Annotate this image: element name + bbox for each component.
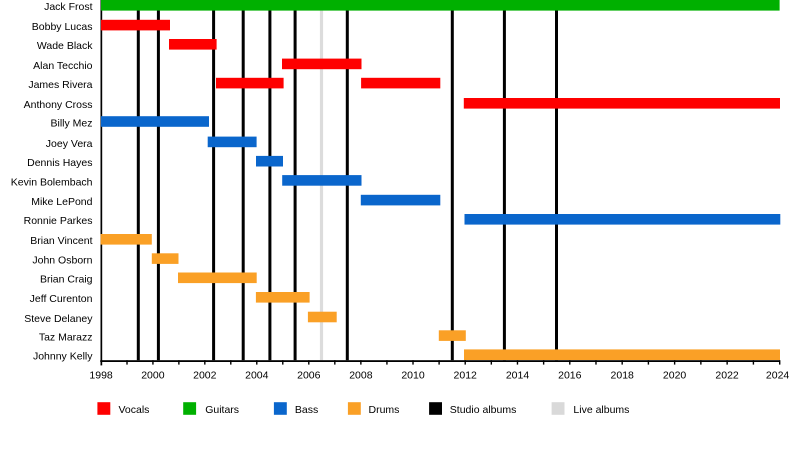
- svg-text:James Rivera: James Rivera: [28, 79, 92, 91]
- svg-text:Bobby Lucas: Bobby Lucas: [32, 21, 93, 33]
- svg-text:Taz Marazz: Taz Marazz: [39, 332, 93, 344]
- svg-text:Brian Vincent: Brian Vincent: [30, 235, 92, 247]
- svg-text:2014: 2014: [506, 370, 530, 382]
- svg-text:Wade Black: Wade Black: [37, 40, 93, 52]
- svg-text:Dennis Hayes: Dennis Hayes: [27, 157, 92, 169]
- svg-text:2024: 2024: [766, 370, 790, 382]
- svg-text:Kevin Bolembach: Kevin Bolembach: [11, 176, 93, 188]
- svg-text:Vocals: Vocals: [119, 404, 150, 416]
- svg-text:2006: 2006: [297, 370, 321, 382]
- svg-text:2022: 2022: [715, 370, 739, 382]
- svg-text:Mike LePond: Mike LePond: [31, 196, 92, 208]
- svg-text:Anthony Cross: Anthony Cross: [24, 99, 93, 111]
- svg-text:Guitars: Guitars: [205, 404, 239, 416]
- svg-text:2002: 2002: [193, 370, 217, 382]
- svg-text:Alan Tecchio: Alan Tecchio: [33, 60, 93, 72]
- svg-text:2012: 2012: [454, 370, 478, 382]
- svg-text:Billy Mez: Billy Mez: [50, 117, 92, 129]
- svg-text:2018: 2018: [611, 370, 635, 382]
- svg-text:2020: 2020: [663, 370, 687, 382]
- svg-text:1998: 1998: [89, 370, 113, 382]
- svg-text:Joey Vera: Joey Vera: [46, 138, 93, 150]
- svg-text:Studio albums: Studio albums: [450, 404, 517, 416]
- svg-text:Jeff Curenton: Jeff Curenton: [30, 293, 93, 305]
- svg-text:Ronnie Parkes: Ronnie Parkes: [24, 215, 93, 227]
- svg-text:Drums: Drums: [369, 404, 400, 416]
- svg-text:Steve Delaney: Steve Delaney: [24, 313, 93, 325]
- svg-text:2016: 2016: [558, 370, 582, 382]
- svg-text:2000: 2000: [141, 370, 165, 382]
- svg-text:Bass: Bass: [295, 404, 318, 416]
- svg-text:Johnny Kelly: Johnny Kelly: [33, 351, 93, 363]
- svg-text:John Osborn: John Osborn: [32, 255, 92, 267]
- svg-text:Brian Craig: Brian Craig: [40, 274, 93, 286]
- svg-text:2008: 2008: [349, 370, 373, 382]
- svg-text:2010: 2010: [401, 370, 425, 382]
- svg-text:Live albums: Live albums: [573, 404, 629, 416]
- svg-text:2004: 2004: [245, 370, 269, 382]
- svg-text:Jack Frost: Jack Frost: [44, 1, 93, 13]
